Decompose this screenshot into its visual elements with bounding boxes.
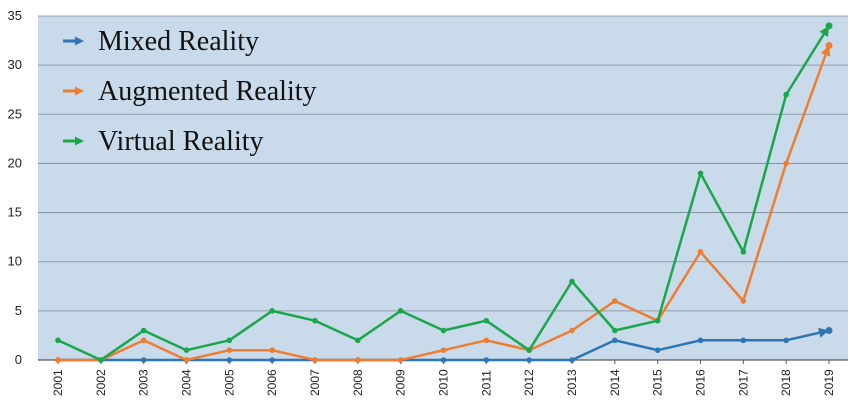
data-point (697, 170, 704, 177)
data-point (483, 317, 490, 324)
y-tick-label: 30 (8, 57, 22, 72)
data-point (483, 337, 490, 344)
y-tick-label: 25 (8, 106, 22, 121)
data-point (783, 337, 789, 344)
legend-item: Augmented Reality (63, 76, 317, 107)
x-tick-label: 2004 (180, 369, 194, 396)
data-point (397, 357, 404, 363)
x-tick-label: 2002 (94, 369, 108, 396)
x-tick-label: 2012 (522, 369, 536, 396)
data-point (569, 278, 575, 285)
x-axis-ticks: 2001 2002 2003 2004 2005 2006 2007 2008 2009 2010… (51, 360, 836, 396)
data-point (697, 249, 704, 255)
data-point (226, 337, 233, 344)
y-tick-label: 35 (8, 8, 22, 23)
data-point (526, 347, 532, 353)
x-tick-label: 2008 (351, 369, 365, 396)
data-point (783, 160, 789, 167)
series-virtual-reality (55, 22, 833, 363)
x-tick-label: 2009 (394, 369, 408, 396)
data-point (269, 308, 275, 314)
x-tick-label: 2005 (222, 369, 236, 396)
data-point (269, 357, 275, 363)
data-point (612, 337, 618, 344)
y-axis-ticks: 0 5 10 15 20 25 30 35 (8, 8, 22, 367)
x-tick-label: 2016 (694, 369, 708, 396)
data-point (183, 357, 190, 363)
data-point (440, 327, 447, 334)
x-tick-label: 2007 (308, 369, 322, 396)
data-point (226, 347, 233, 353)
x-tick-label: 2015 (651, 369, 665, 396)
y-tick-label: 15 (8, 205, 22, 220)
data-point (697, 337, 704, 344)
data-point (526, 357, 532, 363)
data-point (740, 337, 747, 344)
x-tick-label: 2018 (779, 369, 793, 396)
legend-item: Virtual Reality (63, 126, 264, 157)
data-point (569, 357, 575, 363)
data-point (654, 347, 661, 353)
legend-swatch-arrow (75, 86, 84, 96)
series-augmented-reality (55, 41, 833, 363)
data-point (55, 357, 61, 363)
data-point (269, 347, 275, 353)
x-tick-label: 2019 (822, 369, 836, 396)
data-point (740, 249, 747, 255)
data-point (440, 357, 447, 363)
y-tick-label: 5 (15, 303, 22, 318)
x-tick-label: 2003 (137, 369, 151, 396)
series-arrowhead (820, 45, 831, 57)
y-tick-label: 20 (8, 155, 22, 170)
x-tick-label: 2001 (51, 369, 65, 396)
x-tick-label: 2014 (608, 369, 622, 396)
legend-swatch-arrow (75, 36, 84, 46)
data-point (569, 327, 575, 334)
y-tick-label: 10 (8, 254, 22, 269)
x-tick-label: 2013 (565, 369, 579, 396)
legend-label: Virtual Reality (98, 126, 264, 157)
data-point (612, 327, 618, 334)
legend: Mixed Reality Augmented Reality Virtual Re… (63, 26, 317, 157)
data-point (312, 357, 318, 363)
data-point (783, 91, 789, 98)
legend-label: Augmented Reality (98, 76, 317, 107)
data-point (98, 357, 104, 363)
x-tick-label: 2017 (736, 369, 750, 396)
legend-swatch-arrow (75, 136, 84, 146)
data-point (740, 298, 747, 304)
data-point (140, 357, 147, 363)
data-point (397, 308, 404, 314)
y-tick-label: 0 (15, 352, 22, 367)
data-point (183, 347, 190, 353)
series-arrowhead (818, 327, 829, 338)
data-point (140, 337, 147, 344)
data-point (483, 357, 490, 363)
x-tick-label: 2011 (479, 370, 493, 396)
x-tick-label: 2006 (265, 369, 279, 396)
series-layer (55, 22, 833, 363)
data-point (55, 337, 61, 344)
data-point (140, 327, 147, 334)
data-point (612, 298, 618, 304)
data-point (355, 357, 361, 363)
gridlines (38, 15, 848, 361)
data-point (312, 317, 318, 324)
data-point (654, 317, 661, 324)
legend-item: Mixed Reality (63, 26, 259, 57)
x-tick-label: 2010 (437, 369, 451, 396)
data-point (226, 357, 233, 363)
data-point (440, 347, 447, 353)
data-point (355, 337, 361, 344)
plot-area (38, 16, 848, 360)
legend-label: Mixed Reality (98, 26, 259, 57)
series-arrowhead (819, 25, 829, 37)
